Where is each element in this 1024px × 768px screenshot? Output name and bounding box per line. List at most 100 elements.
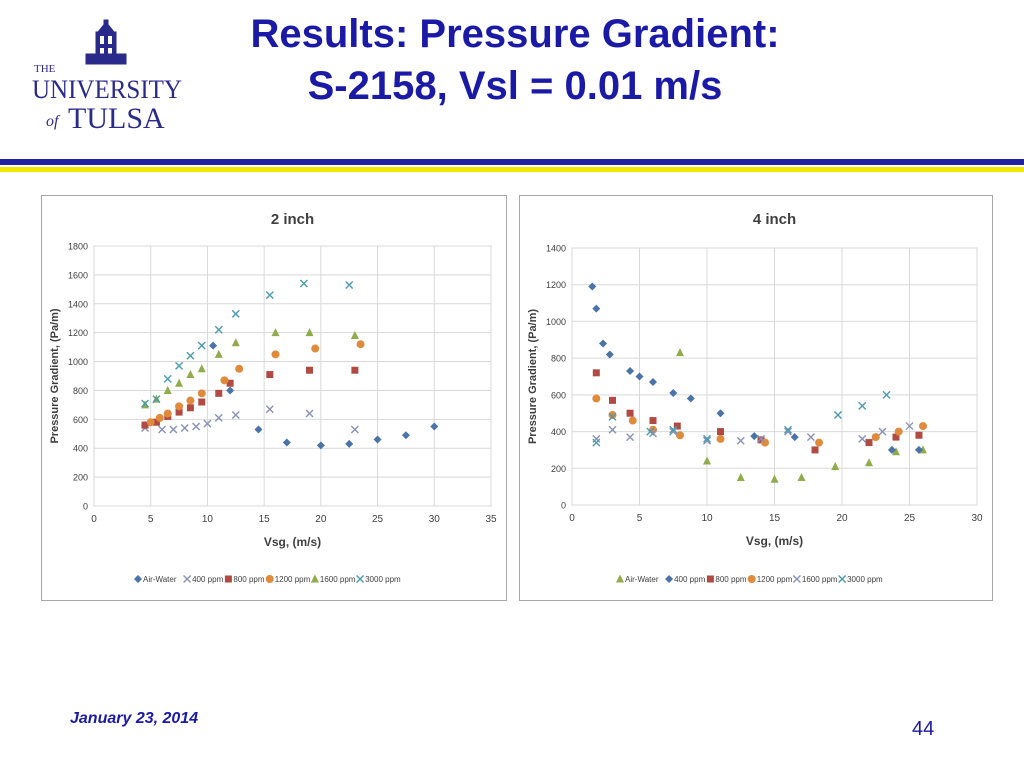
data-point (669, 425, 678, 434)
data-point (235, 364, 244, 373)
y-tick-label: 1800 (68, 242, 88, 252)
data-point (919, 422, 927, 431)
data-point (608, 425, 617, 434)
data-point (254, 425, 263, 434)
data-point (770, 474, 779, 483)
data-point (703, 456, 711, 465)
data-point (345, 281, 354, 289)
data-point (214, 413, 223, 422)
data-point (676, 431, 684, 440)
data-point (266, 371, 274, 379)
data-point (592, 369, 600, 377)
data-point (790, 433, 799, 442)
data-point (736, 472, 745, 481)
data-point (351, 366, 359, 374)
x-tick-label: 25 (904, 513, 916, 524)
data-point (865, 458, 873, 467)
chart-2-inch: 2 inch 0 5 10 15 20 25 30 35 0 200 400 600 800 1000 120… (41, 195, 507, 601)
series-3000-ppm (141, 279, 354, 408)
data-point (231, 338, 240, 347)
data-point (592, 434, 601, 443)
data-point (858, 434, 867, 443)
data-point (152, 395, 161, 404)
series-1600-ppm (592, 422, 914, 445)
data-point (265, 405, 274, 414)
data-point (811, 446, 819, 454)
data-point (311, 344, 320, 353)
x-axis-label: Vsg, (m/s) (264, 535, 321, 549)
y-tick-label: 1400 (68, 299, 88, 309)
x-tick-label: 35 (485, 514, 497, 525)
data-point (158, 425, 167, 434)
x-tick-label: 10 (701, 513, 713, 524)
legend-marker (356, 575, 365, 583)
data-point (430, 422, 439, 431)
footer-date: January 23, 2014 (70, 710, 199, 727)
legend-label: 1200 ppm (757, 575, 793, 584)
data-point (649, 378, 657, 387)
legend-marker (616, 574, 624, 583)
data-point (186, 396, 195, 405)
data-point (197, 341, 206, 350)
data-point (605, 350, 614, 359)
legend-marker (134, 575, 142, 583)
chart-title: 4 inch (753, 211, 796, 228)
data-point (815, 438, 824, 447)
legend-marker (706, 575, 714, 583)
data-point (649, 417, 657, 425)
series-3000-ppm (592, 390, 891, 447)
data-point (703, 434, 711, 443)
data-point (626, 366, 635, 375)
logo-tulsa: TULSA (68, 102, 165, 135)
y-tick-label: 1200 (546, 280, 566, 290)
y-tick-label: 800 (73, 386, 88, 396)
y-tick-label: 200 (73, 473, 88, 483)
chart-2-inch-svg: 2 inch 0 5 10 15 20 25 30 35 0 200 400 600 800 1000 120… (49, 211, 497, 584)
data-point (716, 409, 725, 418)
data-point (784, 427, 792, 436)
data-point (865, 439, 873, 447)
data-point (345, 439, 354, 448)
y-tick-label: 200 (551, 464, 566, 474)
data-point (169, 425, 178, 434)
data-point (175, 402, 184, 411)
data-point (858, 401, 867, 410)
x-tick-label: 0 (91, 514, 97, 525)
data-point (599, 339, 608, 348)
legend-label: 3000 ppm (365, 575, 401, 584)
data-point (750, 432, 759, 441)
data-point (316, 441, 325, 450)
data-point (669, 389, 678, 398)
logo-the: THE (34, 63, 56, 75)
data-point (198, 398, 206, 406)
y-axis-label: Pressure Gradient, (Pa/m) (527, 309, 539, 444)
data-point (186, 404, 194, 412)
x-tick-label: 0 (569, 513, 575, 524)
y-tick-label: 1400 (546, 244, 566, 254)
y-tick-label: 400 (73, 444, 88, 454)
data-point (628, 416, 637, 425)
data-point (271, 350, 280, 359)
data-point (373, 435, 382, 444)
legend: Air-Water 400 ppm 800 ppm 1200 ppm 1600 ppm 3… (616, 574, 883, 584)
data-point (305, 328, 314, 337)
data-point (146, 418, 155, 427)
legend-marker (747, 575, 756, 583)
data-point (736, 436, 745, 445)
data-point (155, 413, 164, 422)
data-point (215, 389, 223, 397)
data-point (797, 472, 806, 481)
data-point (831, 461, 840, 470)
chart-4-inch: 4 inch 0 5 10 15 20 25 30 0 200 400 600 800 1000 1200 1… (519, 195, 993, 601)
data-point (180, 424, 189, 432)
series-1200-ppm (146, 340, 365, 427)
legend-label: 800 ppm (715, 575, 746, 584)
data-point (175, 361, 184, 370)
x-axis-label: Vsg, (m/s) (746, 534, 803, 548)
data-point (703, 436, 711, 445)
data-point (214, 349, 223, 358)
data-point (226, 379, 234, 387)
data-point (892, 447, 900, 456)
data-point (203, 419, 212, 428)
data-point (676, 348, 684, 357)
